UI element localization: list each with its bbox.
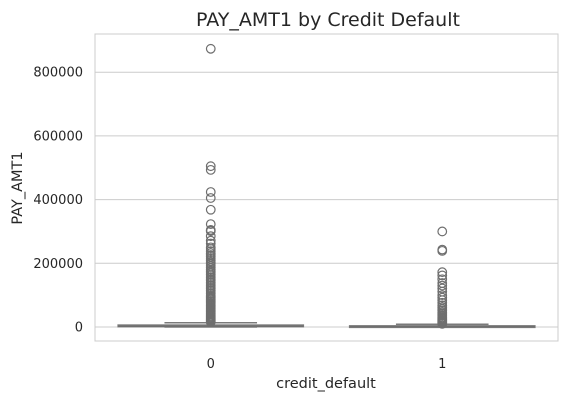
outlier-point: [437, 318, 448, 329]
y-tick-label: 800000: [33, 66, 83, 81]
y-tick-label: 600000: [33, 129, 83, 144]
outlier-point: [205, 231, 216, 242]
y-tick-label: 200000: [33, 257, 83, 272]
outlier-point: [205, 317, 216, 327]
box-group: [348, 226, 536, 329]
outlier-point: [205, 204, 216, 215]
outlier-point: [437, 280, 448, 291]
x-tick-label: 1: [438, 357, 446, 372]
outlier-point: [437, 290, 448, 301]
plot-area: [94, 33, 559, 342]
x-axis-label: credit_default: [276, 376, 376, 392]
outlier-point: [437, 267, 448, 278]
y-axis-ticks: 0 200000 400000 600000 800000: [33, 66, 83, 336]
outlier-point: [205, 43, 216, 54]
chart-title: PAY_AMT1 by Credit Default: [196, 9, 460, 31]
x-tick-label: 0: [207, 357, 215, 372]
outlier-point: [205, 161, 216, 172]
y-tick-label: 400000: [33, 193, 83, 208]
outlier-point: [437, 274, 448, 285]
box-group: [117, 43, 305, 328]
outlier-point: [205, 219, 216, 230]
outlier-point: [437, 226, 448, 237]
outlier-point: [437, 245, 448, 256]
outlier-point: [437, 270, 448, 281]
outlier-point: [437, 297, 448, 308]
outlier-point: [205, 187, 216, 197]
box-plots: [117, 43, 536, 329]
outlier-point: [437, 283, 448, 294]
y-axis-label: PAY_AMT1: [10, 151, 26, 224]
grid-lines: [95, 71, 558, 328]
outlier-point: [205, 238, 216, 249]
outlier-point: [205, 226, 216, 237]
outlier-point: [437, 292, 448, 303]
y-tick-label: 0: [75, 320, 83, 335]
outlier-point: [205, 164, 216, 175]
outlier-point: [205, 193, 216, 203]
plot-frame: [94, 33, 559, 342]
